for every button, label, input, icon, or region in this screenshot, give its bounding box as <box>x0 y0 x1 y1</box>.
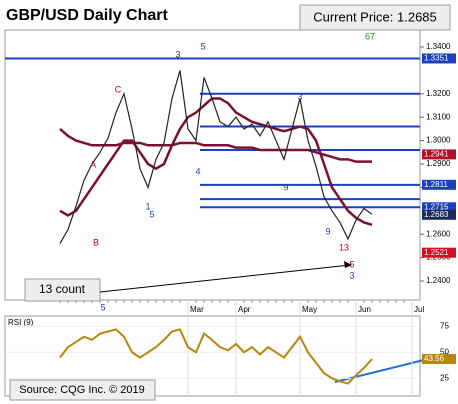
price-badge-label: 1.3351 <box>424 54 449 63</box>
price-panel <box>4 29 421 301</box>
price-badge-label: 1.2683 <box>424 210 449 219</box>
price-badge-label: 1.2521 <box>424 248 449 257</box>
rsi-badge <box>422 354 456 365</box>
rsi-tick-label: 75 <box>440 321 449 330</box>
price-badge <box>422 53 456 64</box>
price-line <box>59 70 373 244</box>
x-tick-label: Jul <box>414 305 424 314</box>
wave-label: 5 <box>349 259 354 269</box>
wave-label: A <box>90 159 96 169</box>
wave-label: C <box>115 84 122 94</box>
y-tick-label: 1.2600 <box>426 229 451 238</box>
current-price: Current Price: 1.2685 <box>313 9 437 24</box>
rsi-tick-label: 50 <box>440 347 449 356</box>
wave-label: 3 <box>349 270 354 280</box>
price-badge-label: 1.2811 <box>424 180 448 189</box>
x-tick-label: Apr <box>238 305 251 314</box>
y-tick-label: 1.2400 <box>426 276 451 285</box>
wave-label: 4 <box>195 166 200 176</box>
arrow <box>99 264 351 293</box>
x-tick-label: Jun <box>358 305 371 314</box>
source: Source: CQG Inc. © 2019 <box>19 384 145 396</box>
price-badge <box>422 202 456 213</box>
price-box <box>299 4 451 31</box>
price-badge <box>422 247 456 258</box>
price-badge-label: 1.2941 <box>424 150 449 159</box>
arrow-head <box>344 261 352 268</box>
wave-label: 9 <box>325 226 330 236</box>
x-tick-label: May <box>302 305 317 314</box>
annotation-box <box>24 278 101 302</box>
price-badge <box>422 149 456 160</box>
rsi-title: RSI (9) <box>8 318 34 327</box>
wave-label: 1 <box>145 201 150 211</box>
moving-average <box>59 127 372 163</box>
rsi-tick-label: 25 <box>440 373 449 382</box>
rsi-line <box>59 328 373 385</box>
y-tick-label: 1.3000 <box>426 136 451 145</box>
wave-label: 9 <box>283 182 288 192</box>
x-tick-label: Mar <box>190 305 204 314</box>
wave-label: 13 <box>339 242 349 252</box>
price-badge-label: 1.2715 <box>424 202 449 211</box>
wave-label: 5 <box>200 41 205 51</box>
y-tick-label: 1.3100 <box>426 112 451 121</box>
wave-label: 3 <box>175 49 180 59</box>
chart-title: GBP/USD Daily Chart <box>6 7 168 24</box>
wave-label: 67 <box>365 31 375 41</box>
wave-label: 3 <box>297 91 302 101</box>
annotation: 13 count <box>39 282 86 296</box>
rsi-badge-label: 43.56 <box>424 354 445 363</box>
y-tick-label: 1.3200 <box>426 89 451 98</box>
wave-label: 5 <box>149 209 154 219</box>
wave-label: 5 <box>100 302 105 312</box>
y-tick-label: 1.2900 <box>426 159 451 168</box>
price-badge <box>422 179 456 190</box>
wave-label: B <box>93 237 99 247</box>
price-badge <box>422 209 456 220</box>
source-box <box>9 379 156 401</box>
y-tick-label: 1.3400 <box>426 42 451 51</box>
